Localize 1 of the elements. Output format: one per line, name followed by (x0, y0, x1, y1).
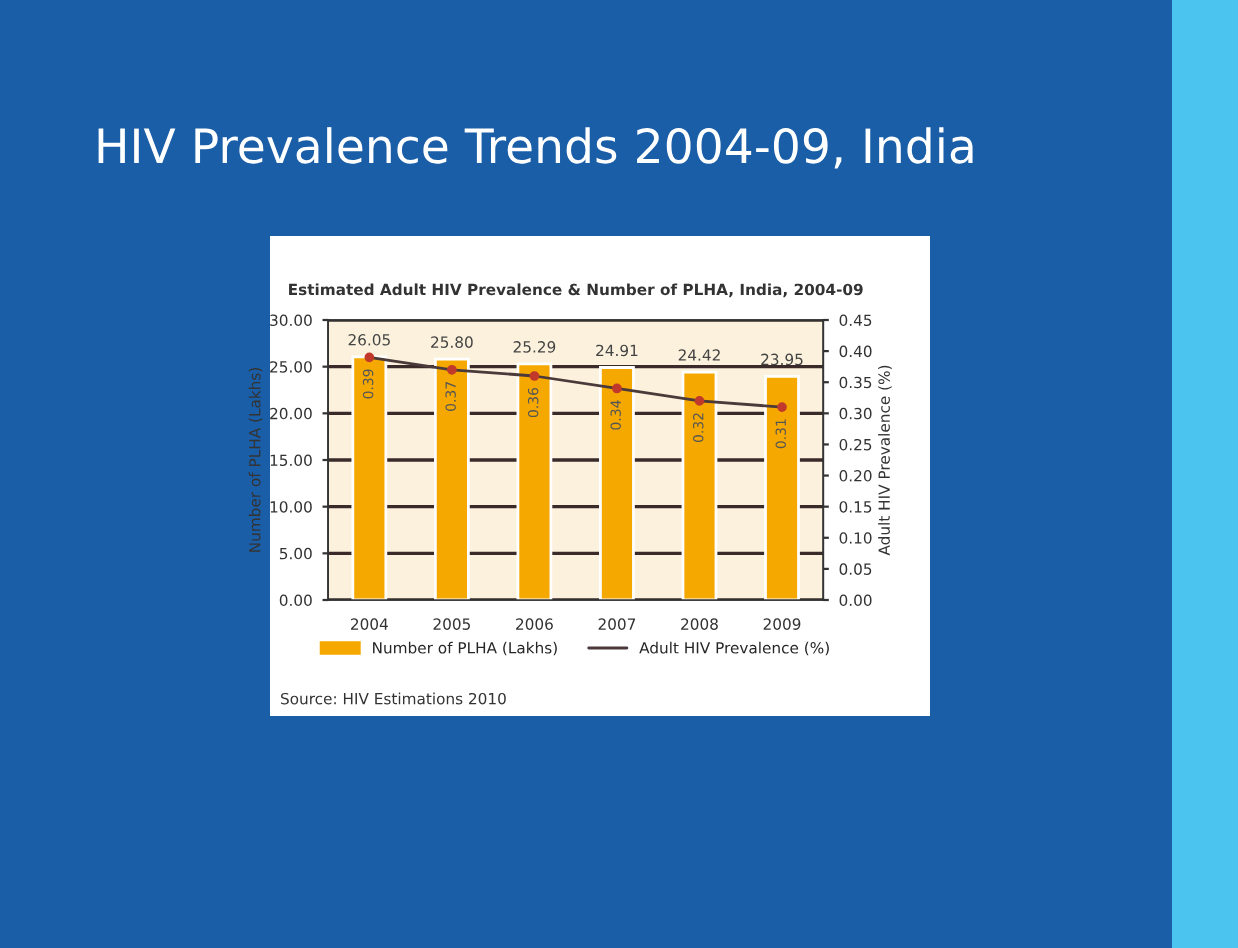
chart-title: HIV Prevalence Trends 2004-09, India (98, 127, 973, 169)
